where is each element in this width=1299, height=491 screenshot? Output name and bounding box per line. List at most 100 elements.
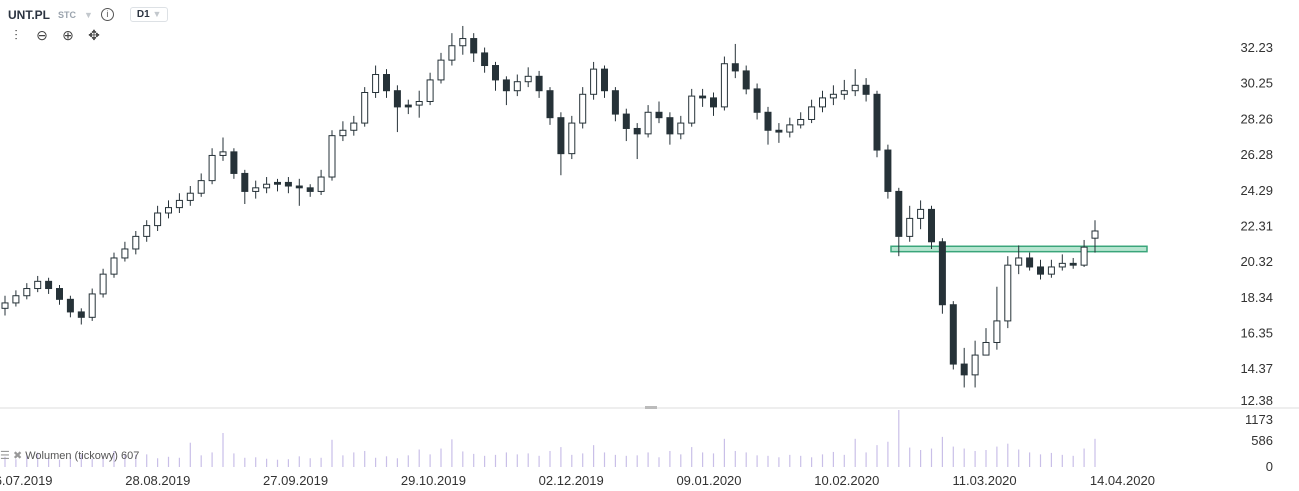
price-tick-label: 24.29 [1240, 183, 1273, 198]
candle-body [938, 241, 946, 306]
candle-body [437, 59, 445, 81]
candle-body [764, 111, 772, 131]
date-tick-label: 02.12.2019 [539, 473, 604, 488]
zoom-in-icon[interactable]: ⊕ [62, 27, 74, 43]
candle-body [426, 79, 434, 102]
candle-body [677, 122, 685, 135]
candle-body [1069, 262, 1077, 266]
symbol-label[interactable]: UNT.PL [8, 7, 50, 22]
candle-body [492, 65, 499, 81]
candle-body [622, 113, 630, 129]
candle-body [1015, 257, 1023, 266]
price-tick-label: 20.32 [1240, 254, 1273, 269]
info-icon[interactable]: i [100, 8, 114, 21]
candle-body [590, 68, 598, 95]
candle-body [753, 88, 761, 113]
candle-body [851, 84, 859, 92]
price-tick-label: 26.28 [1240, 147, 1273, 162]
candle-body [448, 45, 456, 61]
volume-tick-label: 0 [1266, 459, 1273, 474]
price-tick-label: 22.31 [1240, 218, 1273, 233]
candle-body [252, 187, 260, 192]
candle-body [56, 288, 63, 300]
zoom-out-icon[interactable]: ⊖ [36, 27, 48, 43]
pan-icon[interactable]: ✥ [88, 27, 100, 43]
candle-body [328, 135, 336, 178]
candle-body [829, 93, 837, 99]
candle-body [775, 129, 783, 133]
candle-body [808, 106, 816, 120]
candle-body [361, 92, 369, 124]
indicator-settings-icon[interactable]: ☰ [0, 450, 10, 462]
timeframe-select[interactable]: D1 ▼ [129, 7, 169, 22]
candle-body [1091, 230, 1099, 239]
candle-body [372, 74, 380, 94]
candle-body [993, 320, 1001, 343]
candle-body [906, 217, 914, 237]
instrument-header: UNT.PL STC ▼ i D1 ▼ [8, 7, 169, 22]
price-tick-label: 12.38 [1240, 393, 1273, 408]
candle-body [502, 79, 510, 92]
candle-body [481, 52, 489, 67]
candle-body [960, 363, 968, 376]
candle-body [524, 75, 532, 83]
date-tick-label: 10.02.2020 [814, 473, 879, 488]
candle-body [688, 95, 696, 124]
candle-body [66, 298, 74, 313]
timeframe-value: D1 [136, 9, 150, 20]
candle-body [175, 199, 183, 209]
price-tick-label: 32.23 [1240, 40, 1273, 55]
candle-body [840, 90, 848, 95]
candle-body [949, 304, 957, 365]
candle-body [88, 293, 96, 318]
candle-body [971, 354, 979, 376]
candle-body [350, 122, 358, 131]
price-tick-label: 30.25 [1240, 76, 1273, 91]
candle-body [633, 127, 641, 135]
candle-body [393, 90, 401, 108]
candle-body [710, 97, 717, 108]
price-tick-label: 16.35 [1240, 326, 1273, 341]
candle-body [666, 117, 674, 135]
candle-body [143, 225, 151, 237]
candle-body [263, 183, 271, 189]
candle-body [415, 100, 423, 106]
candle-body [611, 90, 619, 115]
candle-body [241, 172, 249, 192]
market-dropdown-icon[interactable]: ▼ [84, 9, 93, 20]
candle-body [1058, 262, 1066, 268]
candle-body [459, 38, 467, 47]
candle-body [197, 180, 205, 194]
candle-body [579, 93, 587, 124]
candle-body [884, 149, 892, 192]
candle-body [132, 235, 140, 250]
candle-body [513, 81, 521, 92]
candle-body [186, 192, 194, 201]
candle-body [557, 117, 565, 155]
candle-body [77, 311, 85, 318]
candle-body [720, 63, 728, 108]
panel-resize-handle[interactable] [645, 406, 657, 409]
market-label[interactable]: STC [58, 9, 76, 20]
price-tick-label: 14.37 [1240, 361, 1273, 376]
candle-body [928, 208, 935, 243]
remove-indicator-icon[interactable]: ✖ [12, 450, 23, 462]
date-tick-label: 14.04.2020 [1090, 473, 1155, 488]
candle-body [1004, 264, 1012, 322]
date-tick-label: 11.03.2020 [953, 473, 1017, 488]
price-tick-label: 18.34 [1240, 290, 1273, 305]
candle-body [601, 68, 608, 92]
candle-body [731, 63, 739, 72]
candle-body [295, 185, 303, 189]
candles-icon[interactable]: ⫶ [14, 27, 18, 43]
candle-body [546, 90, 554, 119]
volume-tick-label: 1173 [1245, 412, 1273, 427]
candle-body [568, 122, 576, 155]
candle-body [165, 207, 172, 214]
candle-body [306, 187, 314, 192]
candle-body [1037, 266, 1044, 275]
candle-body [982, 341, 990, 356]
candle-body [470, 38, 478, 54]
candle-body [284, 181, 292, 187]
